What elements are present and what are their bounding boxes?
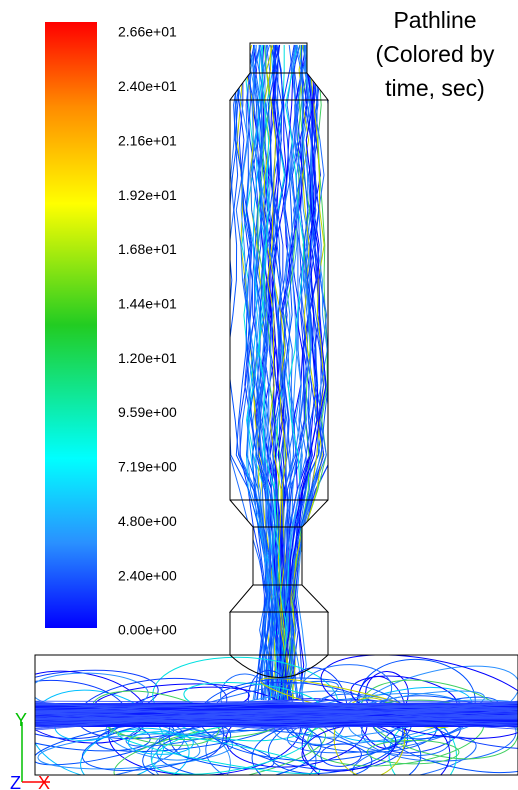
y-label: Y	[15, 710, 27, 730]
colorbar-label: 4.80e+00	[118, 513, 177, 529]
colorbar-label: 2.40e+00	[118, 567, 177, 583]
colorbar-label: 1.20e+01	[118, 350, 177, 366]
colorbar-label: 1.44e+01	[118, 296, 177, 312]
pathline-view: 2.66e+01 2.40e+01 2.16e+01 1.92e+01 1.68e+01…	[0, 0, 518, 790]
colorbar	[45, 22, 97, 628]
colorbar-label: 7.19e+00	[118, 459, 177, 475]
pathline	[363, 681, 518, 786]
colorbar-label: 0.00e+00	[118, 622, 177, 638]
colorbar-label: 2.66e+01	[118, 24, 177, 40]
colorbar-labels: 2.66e+01 2.40e+01 2.16e+01 1.92e+01 1.68e+01…	[118, 24, 177, 638]
legend-title: Pathline	[393, 7, 476, 33]
legend-title: time, sec)	[385, 75, 485, 101]
colorbar-label: 2.40e+01	[118, 78, 177, 94]
x-label: X	[38, 773, 50, 790]
colorbar-label: 2.16e+01	[118, 132, 177, 148]
colorbar-label: 9.59e+00	[118, 404, 177, 420]
colorbar-label: 1.68e+01	[118, 241, 177, 257]
z-label: Z	[10, 773, 21, 790]
legend-title: (Colored by	[376, 41, 495, 67]
colorbar-label: 1.92e+01	[118, 187, 177, 203]
